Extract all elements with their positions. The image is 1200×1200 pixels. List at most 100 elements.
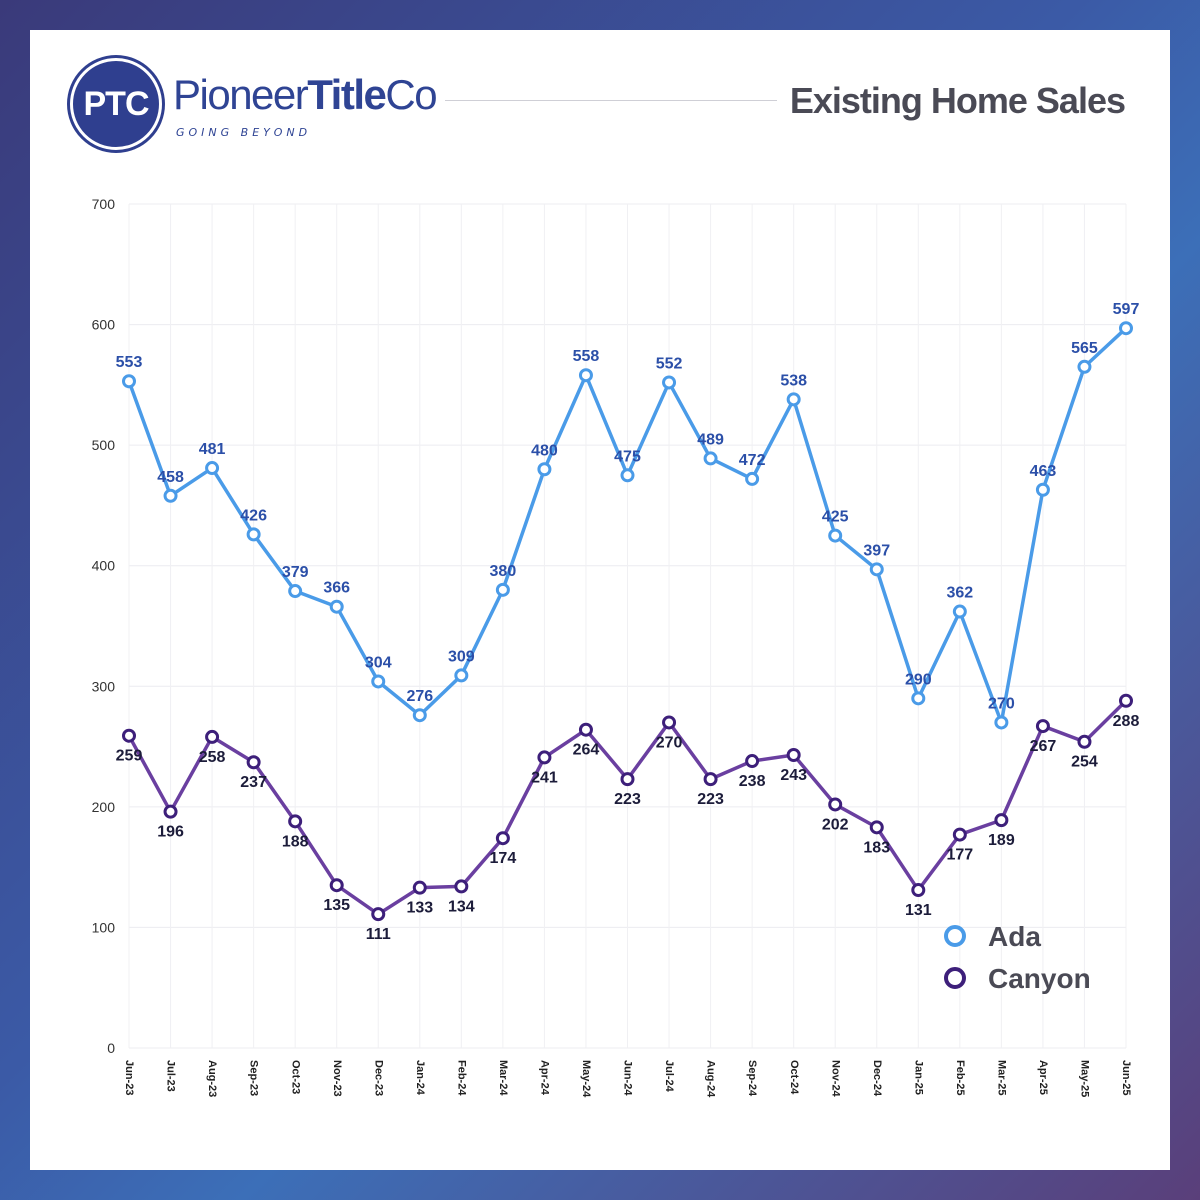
data-label-ada: 463 [1030, 463, 1057, 480]
point-canyon [620, 772, 635, 787]
data-label-canyon: 264 [573, 742, 600, 759]
data-label-ada: 426 [240, 507, 267, 524]
x-tick-label: Dec-23 [372, 1060, 384, 1096]
point-canyon [454, 879, 469, 894]
point-canyon [371, 907, 386, 922]
legend-marker-ada [944, 925, 966, 947]
point-canyon [537, 750, 552, 765]
x-tick-label: Jun-23 [123, 1060, 135, 1095]
point-canyon [828, 797, 843, 812]
data-label-ada: 489 [697, 431, 724, 448]
point-ada [495, 582, 510, 597]
data-label-ada: 597 [1113, 301, 1140, 318]
x-tick-label: Jun-25 [1120, 1060, 1132, 1095]
legend-label-ada: Ada [988, 921, 1041, 952]
x-tick-label: Jun-24 [622, 1060, 634, 1096]
point-ada [869, 562, 884, 577]
point-ada [205, 461, 220, 476]
point-ada [994, 715, 1009, 730]
point-canyon [786, 748, 801, 763]
point-ada [620, 468, 635, 483]
point-canyon [578, 722, 593, 737]
data-label-ada: 380 [490, 563, 517, 580]
data-label-ada: 304 [365, 654, 392, 671]
data-label-ada: 565 [1071, 340, 1098, 357]
x-tick-label: Oct-23 [289, 1060, 301, 1094]
chart-card: PTC PioneerTitleCo GOING BEYOND Existing… [30, 30, 1170, 1170]
data-label-canyon: 270 [656, 734, 683, 751]
point-ada [745, 471, 760, 486]
data-label-ada: 558 [573, 348, 600, 365]
logo-badge: PTC [70, 58, 162, 150]
data-label-ada: 270 [988, 695, 1015, 712]
x-tick-label: Mar-24 [497, 1060, 509, 1096]
point-ada [703, 451, 718, 466]
point-canyon [1035, 719, 1050, 734]
data-label-ada: 379 [282, 564, 309, 581]
brand-part-2: Title [307, 71, 387, 118]
x-tick-label: Jul-23 [165, 1060, 177, 1092]
point-ada [163, 488, 178, 503]
data-label-ada: 458 [157, 469, 184, 486]
data-label-ada: 397 [863, 542, 890, 559]
x-tick-label: Aug-24 [705, 1060, 717, 1098]
x-tick-label: Jan-24 [414, 1060, 426, 1096]
y-tick-label: 100 [92, 919, 116, 935]
y-tick-label: 500 [92, 437, 116, 453]
data-label-ada: 362 [946, 585, 973, 602]
point-ada [911, 691, 926, 706]
brand-tagline: GOING BEYOND [176, 126, 312, 139]
logo-initials: PTC [83, 84, 150, 123]
data-label-ada: 538 [780, 372, 807, 389]
point-ada [122, 374, 136, 389]
data-label-ada: 552 [656, 355, 683, 372]
brand-name: PioneerTitleCo [173, 71, 438, 118]
y-tick-label: 700 [92, 196, 116, 212]
x-tick-label: Oct-24 [788, 1060, 800, 1095]
data-label-ada: 425 [822, 509, 849, 526]
data-label-canyon: 189 [988, 832, 1015, 849]
point-canyon [163, 804, 178, 819]
data-label-canyon: 267 [1030, 738, 1057, 755]
data-label-ada: 481 [199, 441, 226, 458]
data-label-canyon: 135 [323, 897, 350, 914]
x-tick-label: Sep-23 [248, 1060, 260, 1096]
data-label-canyon: 133 [406, 900, 433, 917]
point-ada [288, 584, 303, 599]
point-ada [1119, 321, 1133, 336]
x-tick-label: Nov-24 [829, 1060, 841, 1098]
x-tick-label: Aug-23 [206, 1060, 218, 1097]
data-label-canyon: 196 [157, 824, 184, 841]
y-tick-label: 600 [92, 317, 116, 333]
page-title: Existing Home Sales [789, 80, 1126, 121]
point-canyon [662, 715, 677, 730]
point-canyon [205, 729, 220, 744]
data-label-ada: 309 [448, 648, 475, 665]
data-label-ada: 472 [739, 452, 766, 469]
point-canyon [288, 814, 303, 829]
point-ada [1035, 482, 1050, 497]
data-label-canyon: 241 [531, 769, 558, 786]
data-label-canyon: 243 [780, 767, 807, 784]
x-tick-label: Sep-24 [746, 1060, 758, 1097]
x-tick-label: Nov-23 [331, 1060, 343, 1097]
data-label-ada: 290 [905, 671, 932, 688]
point-canyon [495, 831, 510, 846]
data-label-canyon: 254 [1071, 754, 1098, 771]
point-ada [246, 527, 261, 542]
point-ada [537, 462, 552, 477]
point-ada [786, 392, 801, 407]
point-ada [454, 668, 469, 683]
x-tick-label: Jul-24 [663, 1060, 675, 1093]
x-tick-label: Feb-25 [954, 1060, 966, 1095]
data-label-ada: 276 [406, 688, 433, 705]
data-label-canyon: 223 [697, 791, 724, 808]
data-label-canyon: 174 [490, 850, 517, 867]
point-ada [578, 368, 593, 383]
x-tick-label: Mar-25 [995, 1060, 1007, 1095]
legend-marker-canyon [944, 967, 966, 989]
data-label-canyon: 223 [614, 791, 641, 808]
x-tick-label: Jan-25 [912, 1060, 924, 1095]
x-tick-label: May-24 [580, 1060, 592, 1098]
brand-part-1: Pioneer [173, 71, 309, 118]
